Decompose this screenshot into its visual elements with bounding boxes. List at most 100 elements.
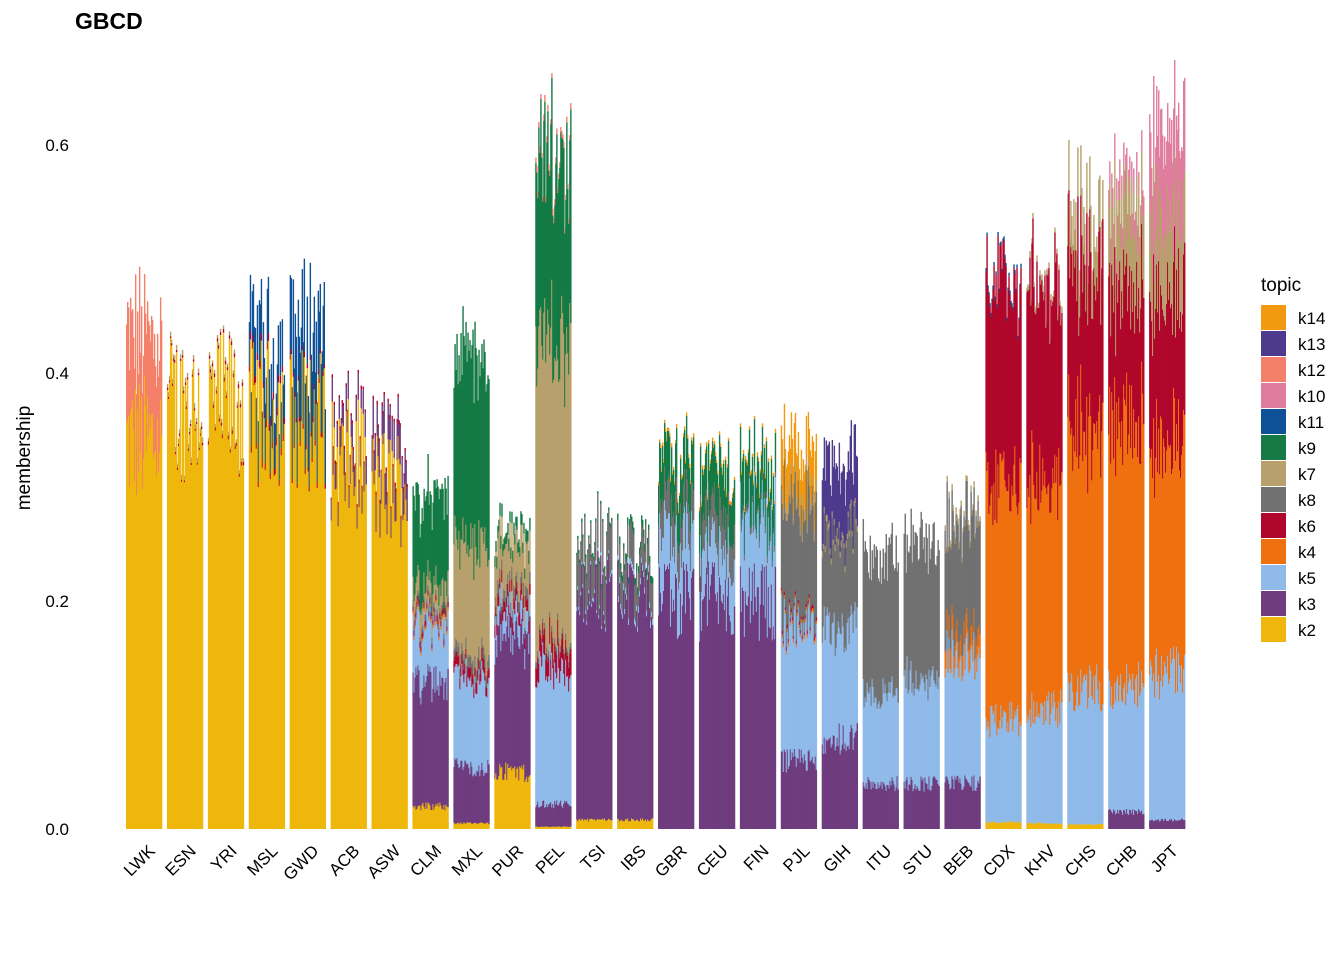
bar-segment-gbr-k14: [678, 493, 681, 496]
bar-segment-pel-k3: [551, 807, 553, 827]
bar-segment-stu-k3: [935, 779, 937, 829]
bar-segment-pur-k9: [520, 511, 522, 525]
bar-segment-pur-k5: [507, 596, 509, 616]
bar-segment-acb-k3: [350, 416, 352, 437]
bar-segment-chb-k5: [1128, 682, 1130, 815]
bar-segment-tsi-k8: [604, 569, 606, 621]
bar-segment-chb-k4: [1134, 447, 1136, 704]
bar-segment-pel-k3: [565, 802, 567, 827]
bar-segment-pjl-k14: [812, 441, 815, 493]
bar-segment-ceu-k5: [712, 524, 715, 568]
bar-segment-mxl-k2: [488, 824, 490, 829]
bar-segment-pur-k7: [518, 552, 520, 603]
bar-segment-esn-k2: [173, 362, 176, 829]
bar-segment-itu-k5: [890, 682, 892, 786]
bar-segment-ibs-k2: [641, 820, 643, 829]
bar-segment-clm-k3: [443, 699, 445, 805]
bar-segment-fin-k14: [774, 428, 777, 433]
bar-segment-khv-k2: [1048, 823, 1050, 829]
bar-segment-gwd-k2: [319, 353, 322, 829]
bar-segment-mxl-k2: [453, 822, 455, 829]
bar-segment-khv-k6: [1038, 307, 1040, 511]
bar-segment-asw-k3: [397, 397, 399, 437]
bar-segment-khv-k2: [1044, 822, 1046, 829]
bar-segment-gwd-k11: [290, 278, 293, 349]
bar-segment-ibs-k2: [636, 819, 638, 829]
bar-segment-ibs-k2: [645, 819, 647, 829]
bar-segment-fin-k5: [770, 505, 773, 585]
bar-segment-khv-k6: [1035, 314, 1037, 500]
bar-segment-beb-k4: [974, 660, 976, 680]
bar-segment-ceu-k8: [712, 493, 715, 525]
bar-segment-pel-k2: [545, 826, 547, 829]
bar-segment-pjl-k6: [792, 635, 795, 639]
bar-segment-beb-k3: [974, 790, 976, 829]
bar-segment-chs-k5: [1079, 704, 1081, 825]
bar-segment-fin-k8: [741, 513, 744, 520]
bar-segment-pur-k7: [500, 549, 502, 603]
bar-segment-fin-k8: [755, 533, 758, 539]
bar-segment-pjl-k3: [781, 751, 784, 829]
bar-segment-ibs-k8: [651, 583, 653, 613]
bar-segment-chs-k2: [1099, 824, 1101, 829]
bar-segment-esn-k6: [179, 358, 182, 361]
bar-segment-chb-k5: [1134, 703, 1136, 810]
bar-segment-beb-k7: [959, 508, 961, 516]
bar-segment-gbr-k14: [671, 471, 674, 475]
bar-segment-msl-k6: [265, 420, 268, 428]
bar-segment-tsi-k2: [589, 818, 591, 829]
bar-segment-khv-k5: [1029, 709, 1031, 824]
bar-segment-beb-k4: [946, 609, 948, 631]
bar-segment-pur-k6: [506, 597, 508, 608]
bar-segment-asw-k3: [372, 399, 374, 439]
bar-segment-asw-k3: [390, 509, 392, 539]
bar-segment-gih-k7: [848, 530, 851, 537]
bar-segment-chb-k5: [1113, 704, 1115, 810]
bar-segment-chb-k3: [1129, 809, 1131, 829]
bar-segment-jpt-k7: [1173, 187, 1175, 262]
bar-segment-mxl-k7: [469, 549, 471, 655]
bar-segment-pjl-k5: [802, 622, 805, 764]
bar-segment-clm-k9: [428, 504, 430, 581]
bar-segment-jpt-k3: [1181, 818, 1183, 829]
bar-segment-yri-k6: [222, 328, 225, 333]
bar-segment-pel-k2: [547, 826, 549, 829]
bar-segment-clm-k3: [418, 670, 420, 806]
bar-segment-khv-k6: [1051, 305, 1053, 489]
bar-segment-stu-k8: [911, 562, 913, 693]
bar-segment-clm-k8: [417, 590, 419, 596]
bar-segment-pur-k3: [520, 624, 522, 769]
legend-swatch-k11: [1261, 409, 1286, 434]
bar-segment-lwk-k2: [147, 436, 150, 829]
bar-segment-cdx-k4: [1019, 458, 1021, 722]
bar-segment-clm-k3: [419, 697, 421, 806]
bar-segment-clm-k4: [435, 600, 437, 604]
bar-segment-tsi-k9: [600, 500, 602, 505]
bar-segment-esn-k6: [172, 358, 175, 361]
bar-segment-pjl-k5: [814, 641, 817, 757]
bar-segment-gih-k3: [839, 754, 842, 829]
bar-segment-esn-k6: [173, 360, 176, 363]
bar-segment-chs-k6: [1086, 213, 1088, 397]
bar-segment-ibs-k8: [633, 533, 635, 569]
bar-segment-ceu-k8: [703, 519, 706, 551]
bar-segment-tsi-k3: [600, 555, 602, 820]
bar-segment-ibs-k3: [620, 608, 622, 821]
bar-segment-acb-k6: [360, 385, 362, 390]
bar-segment-beb-k4: [976, 645, 978, 672]
bar-segment-pjl-k7: [813, 531, 816, 542]
bar-segment-ibs-k3: [621, 614, 623, 820]
bar-segment-asw-k3: [386, 495, 388, 535]
bar-segment-pur-k2: [510, 766, 512, 829]
bar-segment-msl-k6: [260, 333, 263, 341]
bar-segment-jpt-k10: [1149, 114, 1151, 200]
bar-segment-pur-k8: [499, 568, 501, 579]
bar-segment-esn-k6: [186, 377, 189, 380]
bar-segment-yri-k7: [224, 357, 227, 361]
bar-segment-chs-k2: [1079, 824, 1081, 829]
bar-segment-tsi-k3: [583, 622, 585, 821]
bar-segment-jpt-k10: [1173, 108, 1175, 188]
bar-segment-esn-k2: [198, 449, 201, 829]
bar-segment-fin-k9: [749, 475, 752, 529]
x-tick-label-ibs: IBS: [617, 841, 650, 874]
